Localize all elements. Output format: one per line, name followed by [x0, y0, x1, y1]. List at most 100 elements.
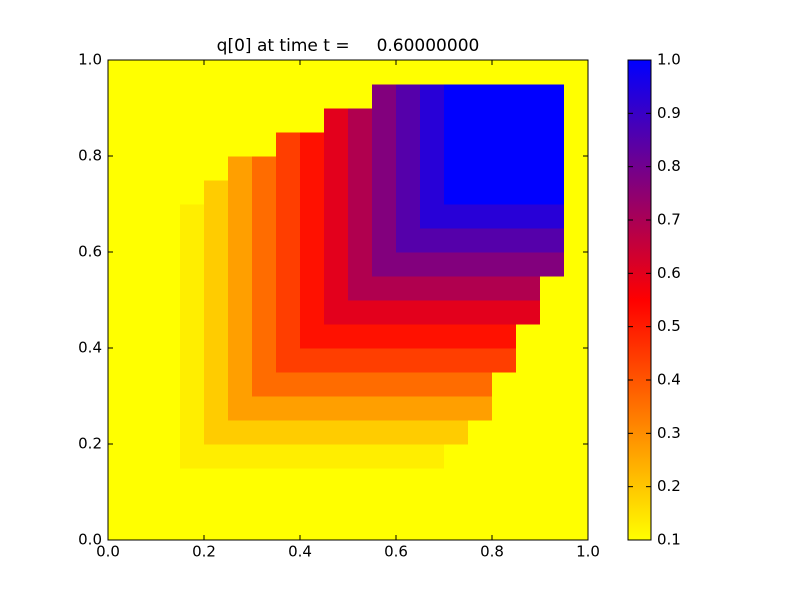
heatmap-cell [204, 516, 229, 541]
heatmap-cell [204, 372, 229, 397]
heatmap-cell [372, 60, 397, 85]
heatmap-cell [252, 444, 277, 469]
heatmap-cell [252, 84, 277, 109]
heatmap-cell [420, 228, 445, 253]
heatmap-cell [444, 252, 469, 277]
heatmap-cell [108, 228, 133, 253]
heatmap-cell [276, 516, 301, 541]
heatmap-cell [540, 276, 565, 301]
heatmap-cell [156, 444, 181, 469]
heatmap-cell [444, 372, 469, 397]
heatmap-cell [540, 300, 565, 325]
heatmap-cell [204, 396, 229, 421]
heatmap-cell [444, 228, 469, 253]
heatmap-cell [324, 228, 349, 253]
heatmap-cell [420, 516, 445, 541]
heatmap-cell [516, 492, 541, 517]
heatmap-cell [180, 132, 205, 157]
heatmap-cell [444, 156, 469, 181]
heatmap-cell [324, 204, 349, 229]
heatmap-cell [420, 132, 445, 157]
heatmap-cell [444, 276, 469, 301]
heatmap-cell [324, 396, 349, 421]
heatmap-cell [252, 492, 277, 517]
heatmap-cell [540, 324, 565, 349]
heatmap-cell [204, 228, 229, 253]
heatmap-cell [156, 468, 181, 493]
heatmap-cell [420, 492, 445, 517]
heatmap-cell [372, 516, 397, 541]
heatmap-cell [156, 132, 181, 157]
heatmap-cell [276, 420, 301, 445]
heatmap-cell [540, 108, 565, 133]
heatmap-cell [468, 156, 493, 181]
heatmap-cell [300, 516, 325, 541]
heatmap-cell [228, 444, 253, 469]
heatmap-cell [156, 180, 181, 205]
heatmap-cell [204, 108, 229, 133]
heatmap-cell [348, 372, 373, 397]
heatmap-cell [348, 420, 373, 445]
colorbar-tick-label: 0.9 [657, 104, 681, 122]
heatmap-cell [300, 84, 325, 109]
heatmap-cell [420, 276, 445, 301]
heatmap-cell [180, 324, 205, 349]
heatmap-cell [108, 468, 133, 493]
heatmap-cell [276, 252, 301, 277]
heatmap-cell [228, 324, 253, 349]
heatmap-cell [396, 420, 421, 445]
heatmap-cell [564, 300, 589, 325]
heatmap-cell [492, 204, 517, 229]
heatmap-cell [276, 468, 301, 493]
heatmap-cell [180, 204, 205, 229]
heatmap-cell [276, 348, 301, 373]
heatmap-cell [108, 348, 133, 373]
heatmap-cell [420, 420, 445, 445]
heatmap-cell [252, 372, 277, 397]
heatmap-cell [420, 180, 445, 205]
heatmap-cell [468, 252, 493, 277]
heatmap-cell [180, 252, 205, 277]
heatmap-cell [492, 180, 517, 205]
heatmap-cell [564, 444, 589, 469]
heatmap-cell [564, 228, 589, 253]
heatmap-cell [108, 132, 133, 157]
heatmap-cell [300, 324, 325, 349]
heatmap-cell [420, 300, 445, 325]
heatmap-cell [348, 84, 373, 109]
heatmap-cell [252, 204, 277, 229]
heatmap-cell [204, 300, 229, 325]
heatmap-cell [564, 492, 589, 517]
heatmap-cell [444, 396, 469, 421]
heatmap-cell [468, 60, 493, 85]
heatmap-cell [276, 228, 301, 253]
heatmap-cell [420, 60, 445, 85]
heatmap-cell [540, 60, 565, 85]
heatmap-cell [156, 108, 181, 133]
heatmap-cell [132, 372, 157, 397]
heatmap-cell [420, 84, 445, 109]
heatmap-cell [564, 60, 589, 85]
heatmap-cell [132, 492, 157, 517]
heatmap-cell [156, 516, 181, 541]
plot-frame [107, 59, 589, 541]
heatmap-cell [228, 84, 253, 109]
heatmap-cell [252, 324, 277, 349]
colorbar-tick-label: 0.3 [657, 424, 681, 442]
heatmap-cell [492, 444, 517, 469]
heatmap-cell [132, 108, 157, 133]
heatmap-cell [540, 156, 565, 181]
chart-title: q[0] at time t = 0.60000000 [217, 36, 480, 56]
heatmap-cell [420, 324, 445, 349]
heatmap-cell [492, 468, 517, 493]
heatmap-cell [372, 300, 397, 325]
x-tick-label: 0.4 [288, 543, 312, 561]
heatmap-cell [444, 444, 469, 469]
heatmap-cell [300, 420, 325, 445]
heatmap-cell [372, 204, 397, 229]
heatmap-cell [156, 204, 181, 229]
heatmap-cell [372, 156, 397, 181]
heatmap-cell [420, 468, 445, 493]
heatmap-cell [468, 516, 493, 541]
